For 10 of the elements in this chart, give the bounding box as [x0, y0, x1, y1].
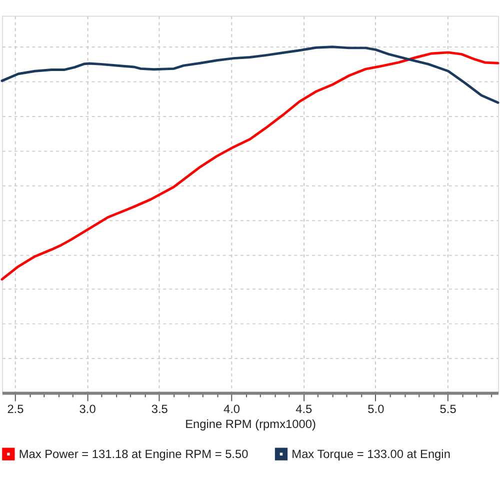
- x-tick-label: 3.0: [79, 402, 96, 416]
- legend-label: Max Torque = 133.00 at Engin: [292, 447, 450, 462]
- legend-label: Max Power = 131.18 at Engine RPM = 5.50: [18, 447, 249, 462]
- x-axis-title: Engine RPM (rpmx1000): [185, 416, 316, 431]
- x-tick-label: 4.0: [223, 402, 240, 416]
- x-tick-label: 5.5: [440, 402, 457, 416]
- x-tick-label: 4.5: [296, 402, 312, 416]
- x-tick-label: 5.0: [368, 402, 385, 416]
- x-tick-label: 3.5: [151, 402, 168, 416]
- x-tick-label: 2.5: [7, 402, 24, 416]
